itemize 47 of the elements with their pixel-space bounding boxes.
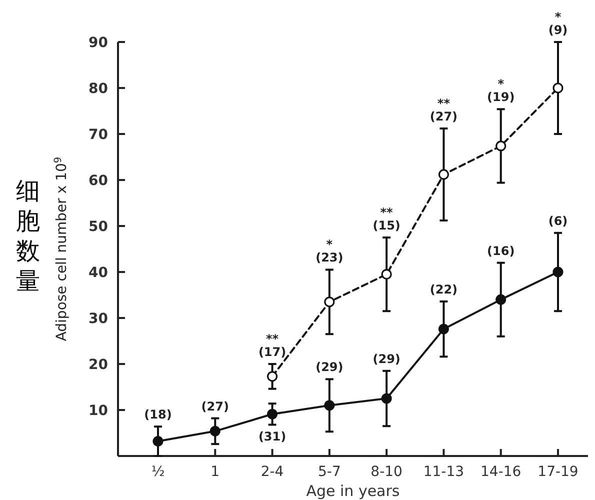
x-tick-label: 17-19 xyxy=(538,464,578,480)
point xyxy=(381,269,392,280)
annotation: (16) xyxy=(487,244,515,258)
point xyxy=(324,400,335,411)
y-tick-label: 40 xyxy=(88,265,108,281)
y-tick-label: 60 xyxy=(88,173,108,189)
y-tick-label: 70 xyxy=(88,127,108,143)
x-tick-label: 2-4 xyxy=(260,464,284,480)
x-tick-label: 1 xyxy=(210,464,220,480)
point xyxy=(552,266,564,278)
point xyxy=(552,82,564,94)
annotation: (31) xyxy=(258,430,286,444)
y-tick-label: 90 xyxy=(88,35,108,51)
annotation: (29) xyxy=(316,360,344,374)
point xyxy=(496,140,506,152)
point xyxy=(381,393,392,404)
y-tick-label: 10 xyxy=(88,403,108,419)
annotation: (27) xyxy=(201,399,229,414)
x-axis-title: Age in years xyxy=(306,482,400,500)
y-tick-label: 80 xyxy=(88,81,108,97)
annotation: * (19) xyxy=(487,77,515,104)
x-tick-label: 14-16 xyxy=(480,464,522,480)
point xyxy=(210,426,220,436)
annotation: (22) xyxy=(430,282,458,296)
point xyxy=(438,324,450,334)
x-tick-label: 11-13 xyxy=(423,464,464,480)
y-tick-label: 20 xyxy=(88,357,108,373)
point xyxy=(266,371,278,382)
x-tick-label: 5-7 xyxy=(318,464,341,480)
x-tick-label: 8-10 xyxy=(370,464,402,480)
annotation: (6) xyxy=(548,214,568,228)
annotation: (18) xyxy=(144,408,172,422)
annotation: ** (17) xyxy=(258,332,286,359)
point xyxy=(496,294,506,305)
x-tick-label: ½ xyxy=(151,464,165,480)
annotation: * (23) xyxy=(316,238,344,265)
y-tick-label: 30 xyxy=(88,311,108,327)
annotation: ** (27) xyxy=(430,96,458,124)
point xyxy=(152,436,164,447)
text: 细胞数量 xyxy=(16,177,40,295)
annotation: ** (15) xyxy=(372,206,400,232)
annotation: * (9) xyxy=(548,10,568,37)
point xyxy=(266,408,278,420)
y-tick-label: 50 xyxy=(88,219,108,235)
annotation: (29) xyxy=(372,352,400,366)
point xyxy=(438,169,450,180)
point xyxy=(324,296,335,308)
